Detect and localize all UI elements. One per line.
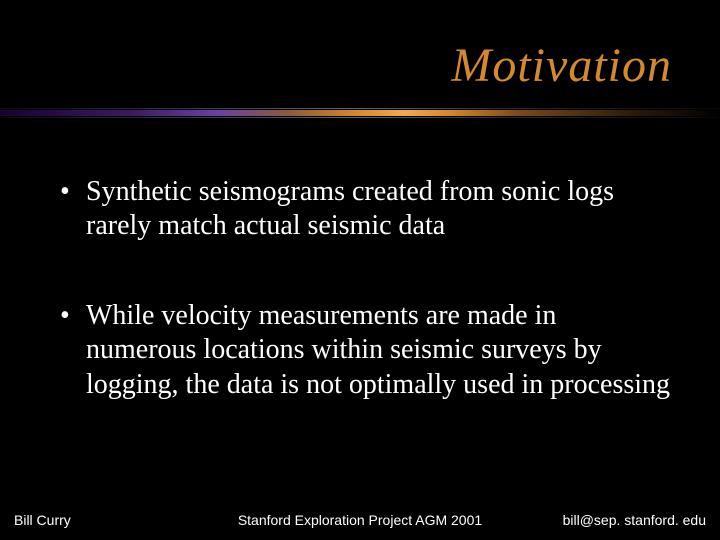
bullet-text: Synthetic seismograms created from sonic… (86, 175, 672, 243)
slide-title: Motivation (451, 38, 672, 93)
bullet-item: • While velocity measurements are made i… (58, 299, 672, 401)
bullet-marker: • (58, 299, 86, 333)
bullet-item: • Synthetic seismograms created from son… (58, 175, 672, 243)
footer-email: bill@sep. stanford. edu (563, 512, 706, 528)
title-divider (0, 108, 720, 118)
slide: Motivation • Synthetic seismograms creat… (0, 0, 720, 540)
divider-line-bottom (0, 117, 720, 118)
body-content: • Synthetic seismograms created from son… (58, 175, 672, 402)
bullet-marker: • (58, 175, 86, 209)
divider-line-top (0, 108, 720, 109)
divider-gradient (0, 110, 720, 116)
bullet-text: While velocity measurements are made in … (86, 299, 672, 401)
bullet-gap (58, 243, 672, 299)
